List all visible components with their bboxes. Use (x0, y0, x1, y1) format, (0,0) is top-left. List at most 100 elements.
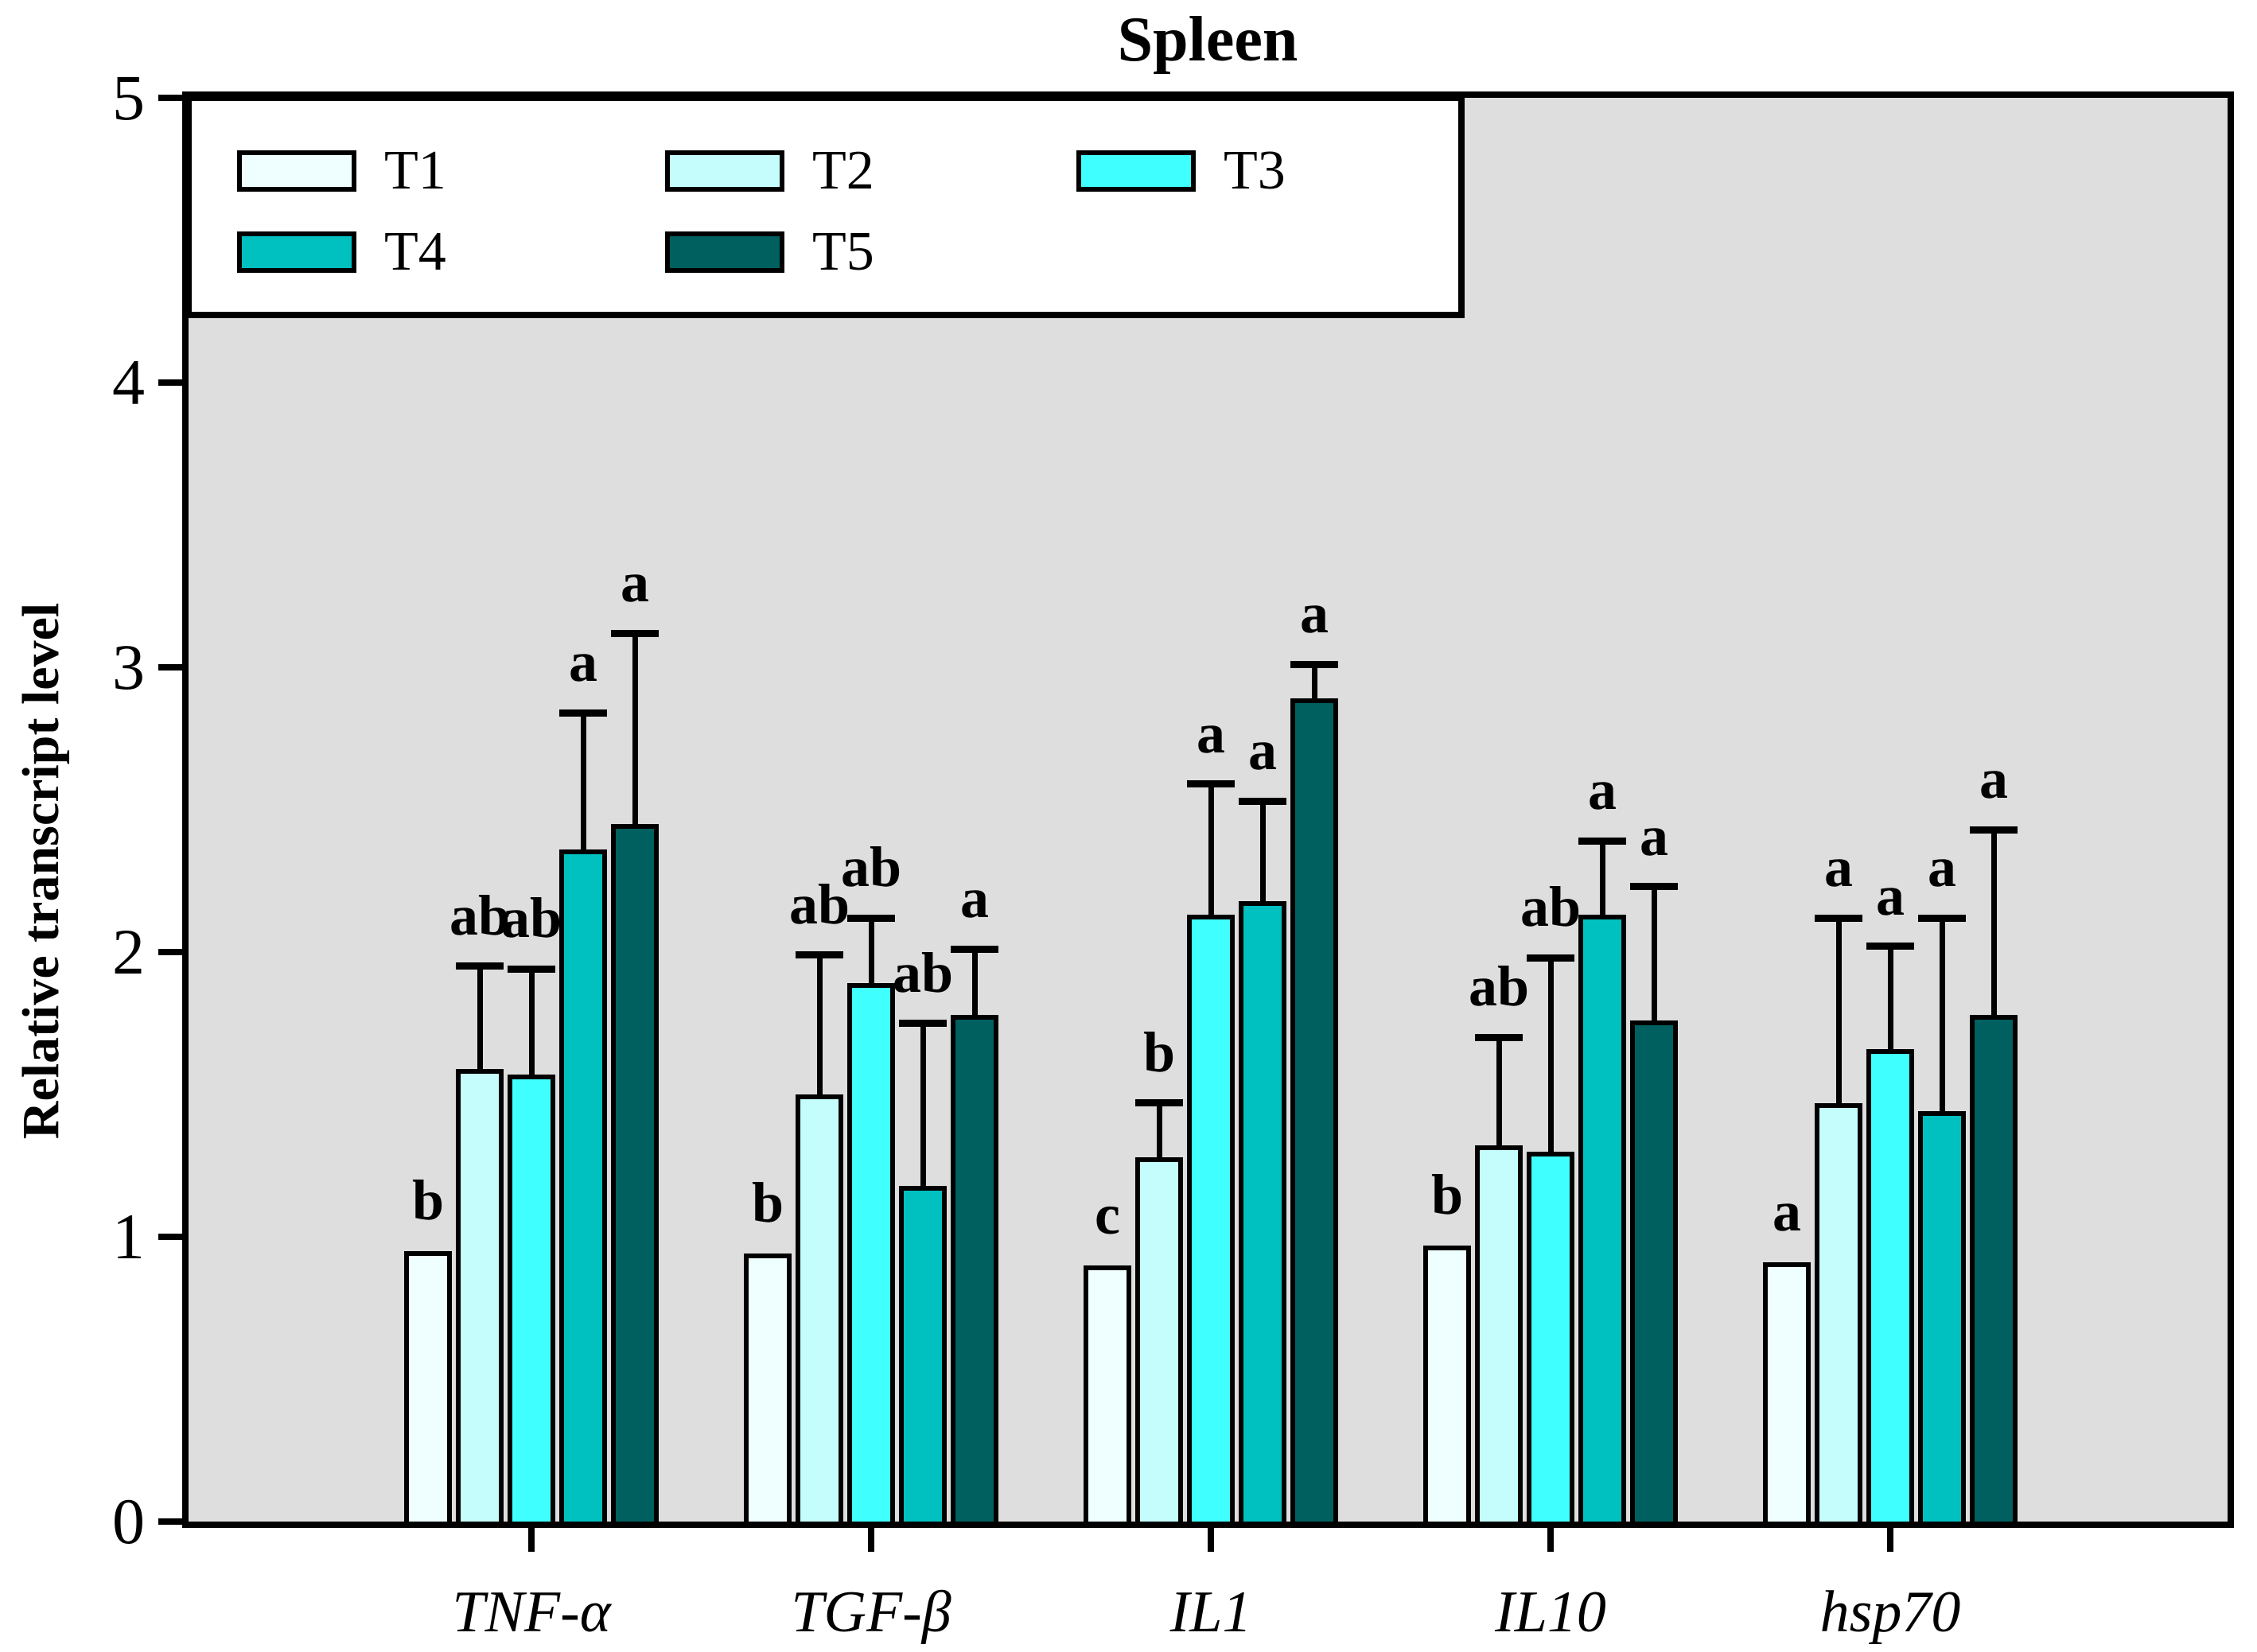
bar-t4 (1239, 900, 1286, 1526)
bar-t1 (744, 1254, 792, 1526)
error-bar-cap (1187, 780, 1235, 788)
legend-swatch-t1 (237, 150, 356, 192)
error-bar-line (816, 954, 823, 1094)
bar-t5 (611, 823, 659, 1526)
x-category-label: IL10 (1495, 1580, 1606, 1645)
error-bar-line (1599, 841, 1605, 915)
bar-t3 (508, 1074, 555, 1526)
y-tick-label: 3 (112, 631, 145, 703)
x-axis-tick (868, 1522, 874, 1552)
bar-t5 (1630, 1020, 1678, 1526)
error-bar-line (1990, 830, 1997, 1015)
error-bar-cap (1918, 914, 1966, 922)
error-bar-line (920, 1023, 926, 1186)
y-axis-tick (158, 1518, 189, 1525)
legend-swatch-t2 (665, 150, 784, 192)
error-bar-line (971, 949, 978, 1015)
significance-letter: a (1928, 835, 1956, 900)
error-bar-cap (559, 709, 607, 717)
error-bar-cap (611, 629, 659, 637)
y-axis-tick (158, 95, 189, 101)
error-bar-cap (1970, 826, 2018, 834)
significance-letter: b (751, 1171, 784, 1235)
bar-t1 (1423, 1245, 1471, 1526)
error-bar-line (632, 633, 638, 824)
y-axis-tick (158, 379, 189, 386)
x-category-label: hsp70 (1819, 1580, 1961, 1645)
bar-t3 (1527, 1151, 1574, 1526)
bar-t1 (1084, 1265, 1131, 1526)
legend-swatch-t3 (1076, 150, 1196, 192)
legend-swatch-t4 (237, 231, 356, 273)
error-bar-line (1547, 958, 1554, 1152)
error-bar-line (1835, 918, 1842, 1103)
bar-t4 (1918, 1111, 1966, 1526)
error-bar-cap (1527, 954, 1574, 962)
error-bar-cap (508, 965, 555, 973)
error-bar-line (1208, 783, 1214, 915)
x-axis-tick (1208, 1522, 1214, 1552)
error-bar-cap (1239, 797, 1286, 805)
significance-letter: ab (1520, 875, 1582, 939)
significance-letter: a (1824, 835, 1853, 900)
bar-t4 (899, 1185, 947, 1526)
significance-letter: ab (1468, 954, 1530, 1019)
y-tick-label: 5 (112, 61, 145, 134)
y-tick-label: 2 (112, 915, 145, 988)
significance-letter: a (569, 630, 597, 694)
error-bar-line (1496, 1037, 1502, 1146)
significance-letter: a (1773, 1180, 1801, 1244)
x-axis-tick (528, 1522, 535, 1552)
bar-t4 (1578, 915, 1626, 1526)
error-bar-cap (1815, 914, 1862, 922)
legend-swatch-t5 (665, 231, 784, 273)
x-category-label: TNF-α (452, 1580, 611, 1645)
significance-letter: b (1430, 1162, 1464, 1226)
chart-title: Spleen (1117, 5, 1298, 75)
bar-t4 (559, 849, 607, 1526)
error-bar-cap (796, 951, 843, 959)
significance-letter: ab (449, 883, 511, 947)
x-category-label: TGF-β (791, 1580, 951, 1645)
bar-t2 (1475, 1145, 1523, 1526)
significance-letter: a (960, 866, 989, 931)
significance-letter: b (1142, 1020, 1176, 1084)
bar-t5 (1290, 698, 1338, 1526)
x-axis-tick (1547, 1522, 1554, 1552)
bar-t1 (1763, 1262, 1811, 1526)
error-bar-line (1939, 918, 1945, 1112)
x-category-label: IL1 (1169, 1580, 1252, 1645)
error-bar-cap (847, 914, 895, 922)
error-bar-cap (1866, 943, 1914, 950)
x-axis-tick (1887, 1522, 1893, 1552)
error-bar-line (1259, 801, 1266, 901)
bar-t3 (1866, 1048, 1914, 1526)
significance-letter: a (1876, 863, 1905, 927)
significance-letter: a (1640, 803, 1668, 868)
bar-t1 (404, 1250, 452, 1526)
error-bar-line (1887, 946, 1893, 1049)
significance-letter: c (1095, 1182, 1120, 1246)
significance-letter: a (1300, 581, 1329, 646)
significance-letter: ab (788, 872, 850, 936)
error-bar-line (1156, 1102, 1162, 1157)
y-tick-label: 1 (112, 1200, 145, 1273)
bar-t3 (847, 983, 895, 1526)
error-bar-line (528, 969, 535, 1075)
y-tick-label: 0 (112, 1485, 145, 1557)
significance-letter: b (411, 1168, 445, 1232)
error-bar-cap (951, 945, 998, 953)
bar-t5 (1970, 1014, 2018, 1526)
significance-letter: ab (840, 835, 902, 900)
y-axis-tick (158, 949, 189, 955)
significance-letter: a (1197, 701, 1225, 765)
y-tick-label: 4 (112, 346, 145, 418)
legend-label-t4: T4 (384, 221, 446, 282)
error-bar-line (580, 713, 586, 850)
error-bar-line (868, 918, 874, 984)
error-bar-line (1651, 886, 1657, 1020)
legend-label-t3: T3 (1224, 140, 1286, 201)
bar-t2 (1815, 1102, 1862, 1526)
error-bar-cap (456, 962, 504, 970)
